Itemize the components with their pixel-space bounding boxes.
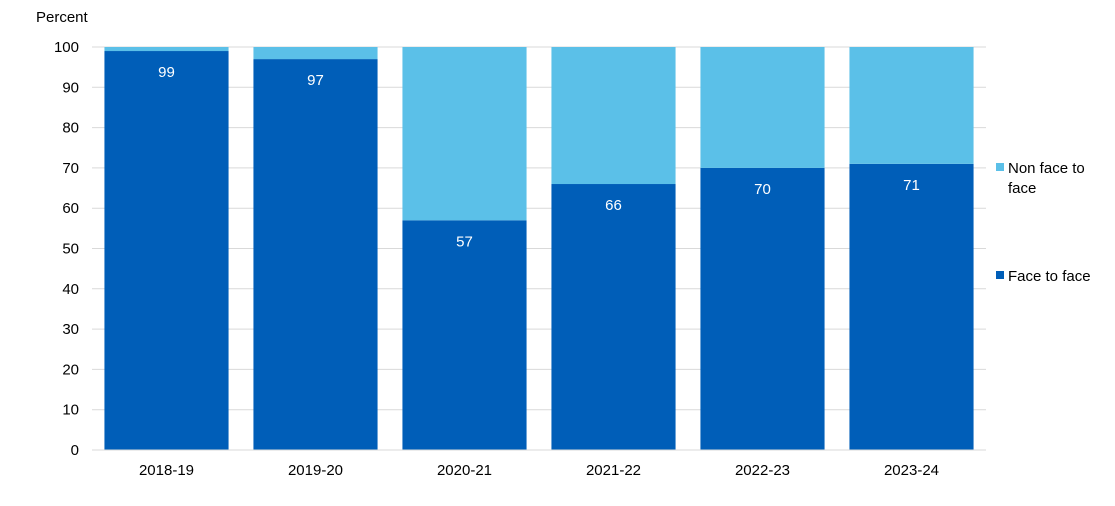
x-tick-label: 2019-20 — [288, 462, 343, 479]
y-tick-label: 10 — [62, 402, 79, 419]
y-tick-label: 20 — [62, 361, 79, 378]
y-tick-label: 0 — [71, 442, 79, 459]
bar-non-face-to-face — [551, 47, 676, 185]
bar-non-face-to-face — [700, 47, 825, 168]
x-tick-label: 2020-21 — [437, 462, 492, 479]
x-tick-label: 2018-19 — [139, 462, 194, 479]
legend-label: Face to face — [1008, 268, 1091, 285]
data-label: 66 — [605, 197, 622, 214]
bar-non-face-to-face — [253, 47, 378, 60]
bar-non-face-to-face — [104, 47, 229, 52]
y-tick-label: 70 — [62, 160, 79, 177]
y-tick-label: 100 — [54, 39, 79, 56]
x-tick-label: 2021-22 — [586, 462, 641, 479]
y-tick-label: 60 — [62, 200, 79, 217]
bar-face-to-face — [402, 220, 527, 450]
legend-label: Non face to — [1008, 160, 1085, 177]
bar-face-to-face — [253, 59, 378, 451]
legend-swatch — [996, 271, 1004, 279]
y-tick-label: 50 — [62, 241, 79, 258]
y-tick-label: 30 — [62, 321, 79, 338]
data-label: 57 — [456, 233, 473, 250]
y-tick-label: 40 — [62, 281, 79, 298]
x-tick-label: 2023-24 — [884, 462, 939, 479]
y-axis-title: Percent — [36, 9, 89, 26]
gridlines — [92, 46, 986, 411]
bar-face-to-face — [551, 184, 676, 450]
legend: Non face to face Face to face — [996, 160, 1091, 285]
bar-face-to-face — [849, 163, 974, 450]
bar-face-to-face — [104, 51, 229, 450]
data-label: 71 — [903, 177, 920, 194]
data-label: 70 — [754, 181, 771, 198]
legend-swatch — [996, 163, 1004, 171]
y-tick-label: 80 — [62, 120, 79, 137]
y-axis-ticks: 0 10 20 30 40 50 60 70 80 90 100 — [54, 39, 79, 459]
data-label: 97 — [307, 72, 324, 89]
bar-non-face-to-face — [402, 47, 527, 221]
x-tick-label: 2022-23 — [735, 462, 790, 479]
bars: 99 97 57 66 70 71 — [104, 47, 974, 451]
x-axis-ticks: 2018-19 2019-20 2020-21 2021-22 2022-23 2023-… — [139, 462, 939, 479]
bar-face-to-face — [700, 167, 825, 450]
legend-label: face — [1008, 180, 1036, 197]
y-tick-label: 90 — [62, 79, 79, 96]
data-label: 99 — [158, 64, 175, 81]
bar-non-face-to-face — [849, 47, 974, 164]
